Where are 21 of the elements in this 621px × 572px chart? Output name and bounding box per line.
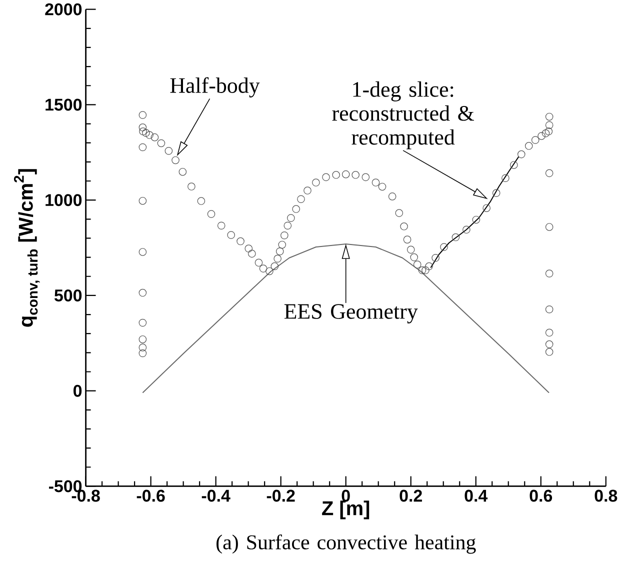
x-tick-label: 0.2 [400, 490, 422, 502]
y-tick-label: 2000 [45, 3, 82, 16]
text: (a) Surface convective heating [216, 534, 476, 554]
y-tick-label: 0 [74, 384, 82, 397]
x-tick-label: 0 [342, 490, 350, 502]
annotation: Half-body [170, 77, 260, 98]
y-axis-title: $\text{q}_{\text{conv, turb}}\ \text{[W/cm}^{\text{2}}\text{]}$ [14, 168, 40, 327]
y-tick-label: 1500 [46, 98, 82, 111]
x-tick-label: 0.4 [464, 490, 488, 502]
annotation: 1-deg slice: reconstructed & recomputed [332, 81, 474, 150]
y-tick-label: 1000 [46, 194, 82, 206]
x-tick-label: -0.2 [266, 490, 295, 502]
x-tick-label: 0.8 [594, 490, 618, 502]
x-tick-label: 0.6 [530, 490, 552, 502]
y-tick-label: 500 [54, 289, 82, 302]
line-series [430, 156, 520, 268]
x-tick-label: -0.4 [202, 490, 230, 502]
x-axis-title: Z [m] [322, 500, 370, 520]
x-tick-label: -0.6 [136, 490, 165, 502]
line-series [142, 243, 550, 394]
annotation: EES Geometry [284, 304, 418, 324]
